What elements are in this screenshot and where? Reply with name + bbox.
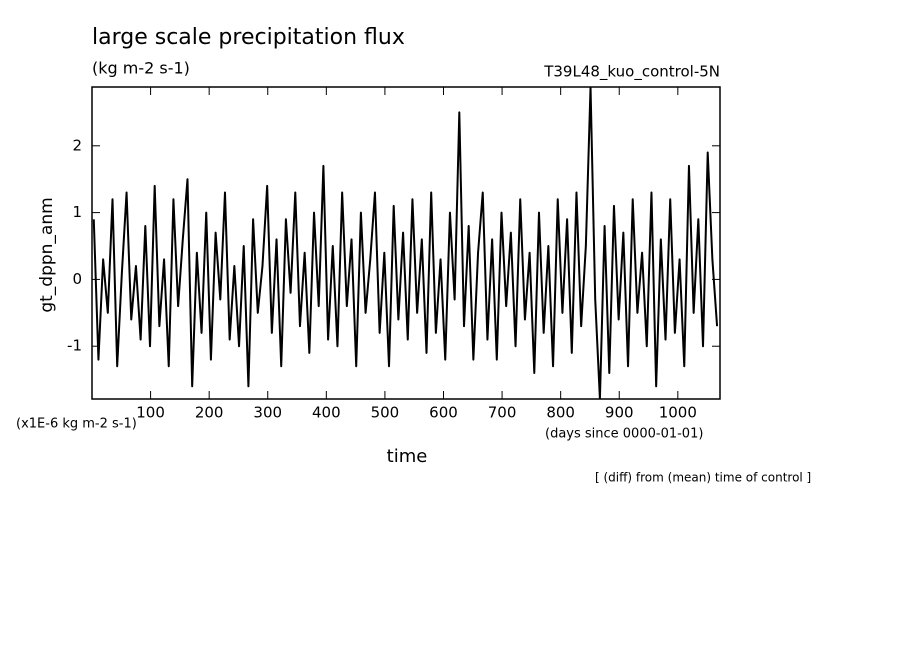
x-tick-label: 900 [605,404,634,422]
y-unit: (x1E-6 kg m-2 s-1) [16,417,137,432]
note: [ (diff) from (mean) time of control ] [595,471,811,485]
data-line [92,87,719,399]
y-tick-label: 1 [72,203,82,221]
y-tick-label: -1 [67,337,82,355]
run-label: T39L48_kuo_control-5N [543,63,720,82]
x-tick-label: 300 [253,404,282,422]
x-tick-label: 700 [488,404,517,422]
y-tick-label: 2 [72,136,82,154]
x-tick-label: 500 [371,404,400,422]
x-axis-label: time [387,446,428,467]
x-unit: (days since 0000-01-01) [545,427,703,442]
x-tick-label: 400 [312,404,341,422]
plot-area [92,87,719,399]
chart-title: large scale precipitation flux [92,25,405,50]
x-tick-label: 100 [136,404,165,422]
x-tick-label: 600 [429,404,458,422]
x-tick-label: 200 [195,404,224,422]
x-tick-label: 800 [546,404,575,422]
plot-frame [91,86,721,400]
subtitle: (kg m-2 s-1) [92,59,190,78]
y-tick-label: 0 [72,270,82,288]
y-axis-label: gt_dppn_anm [37,197,57,312]
x-tick-label: 1000 [659,404,697,422]
